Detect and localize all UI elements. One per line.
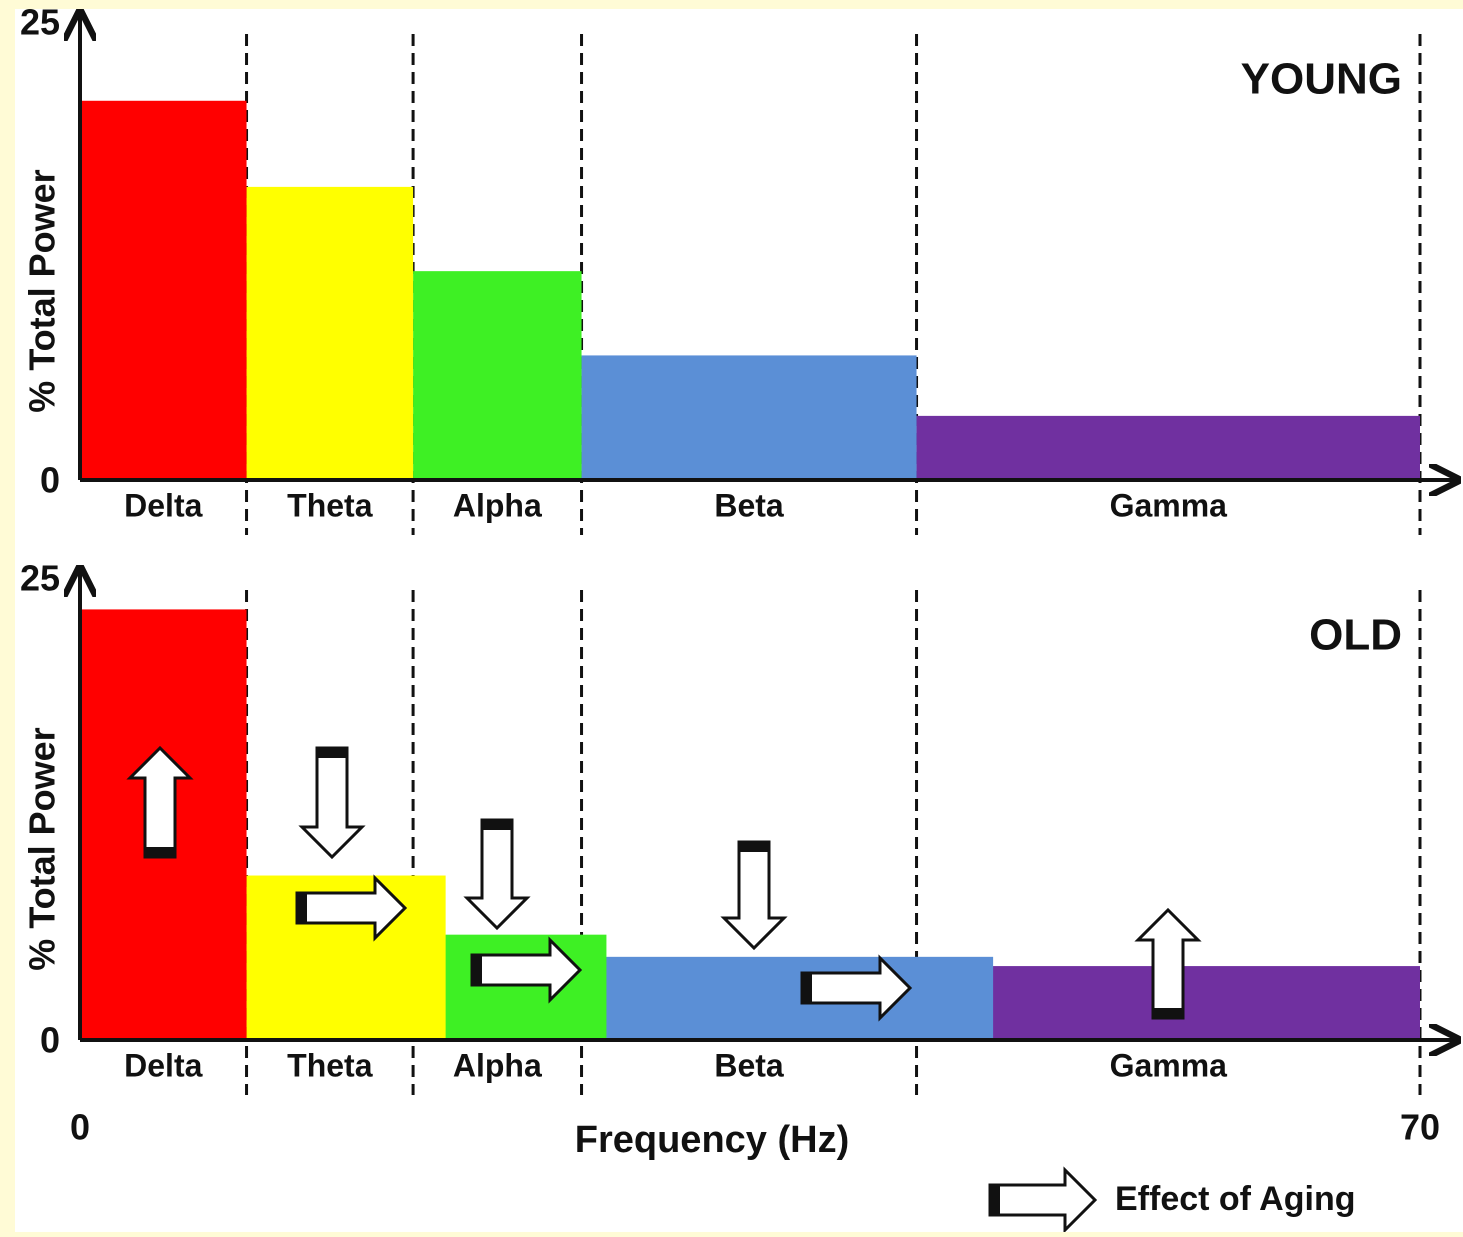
y-tick-label: 25 xyxy=(20,2,60,43)
category-label: Delta xyxy=(124,1047,202,1083)
bar xyxy=(581,355,917,480)
y-tick-label: 0 xyxy=(40,1020,60,1061)
effect-arrow xyxy=(295,874,408,942)
x-axis-label: Frequency (Hz) xyxy=(575,1119,849,1161)
y-tick-label: 25 xyxy=(20,558,60,599)
category-label: Delta xyxy=(124,487,202,523)
effect-arrow xyxy=(800,954,913,1022)
category-label: Beta xyxy=(714,487,784,523)
arrow-body xyxy=(463,818,531,931)
x-tick-label: 0 xyxy=(70,1107,90,1148)
effect-arrow xyxy=(1134,907,1202,1020)
panel-label: YOUNG xyxy=(1241,55,1402,104)
arrow-body xyxy=(720,840,788,951)
arrow-tail xyxy=(1153,1008,1183,1018)
category-label: Alpha xyxy=(453,487,542,523)
arrow-body xyxy=(298,746,366,860)
arrow-body xyxy=(988,1166,1098,1234)
category-label: Theta xyxy=(287,487,373,523)
bar xyxy=(581,956,994,1040)
effect-arrow xyxy=(463,818,531,931)
x-tick-label: 70 xyxy=(1400,1107,1440,1148)
category-label: Beta xyxy=(714,1047,784,1083)
bar xyxy=(413,271,582,480)
y-axis-label: % Total Power xyxy=(22,727,63,970)
category-label: Theta xyxy=(287,1047,373,1083)
bar xyxy=(916,415,1420,480)
arrow-tail xyxy=(802,973,812,1003)
arrow-tail xyxy=(297,893,307,923)
arrow-body xyxy=(800,954,913,1022)
y-axis-label: % Total Power xyxy=(22,169,63,412)
bar xyxy=(246,186,414,480)
category-label: Gamma xyxy=(1110,487,1228,523)
arrow-tail xyxy=(739,842,769,852)
y-tick-label: 0 xyxy=(40,460,60,501)
effect-arrow xyxy=(720,840,788,951)
effect-arrow xyxy=(988,1166,1098,1234)
arrow-tail xyxy=(482,820,512,830)
category-label: Alpha xyxy=(453,1047,542,1083)
panel-label: OLD xyxy=(1309,611,1402,660)
arrow-body xyxy=(126,745,194,859)
bar xyxy=(80,100,247,480)
arrow-body xyxy=(1134,907,1202,1020)
arrow-tail xyxy=(145,847,175,857)
arrow-tail xyxy=(317,748,347,758)
arrow-tail xyxy=(472,955,482,985)
effect-arrow xyxy=(298,746,366,860)
legend-label: Effect of Aging xyxy=(1115,1180,1356,1218)
arrow-tail xyxy=(990,1185,1000,1215)
effect-arrow xyxy=(126,745,194,859)
category-label: Gamma xyxy=(1110,1047,1228,1083)
arrow-body xyxy=(295,874,408,942)
arrow-body xyxy=(470,936,583,1004)
effect-arrow xyxy=(470,936,583,1004)
